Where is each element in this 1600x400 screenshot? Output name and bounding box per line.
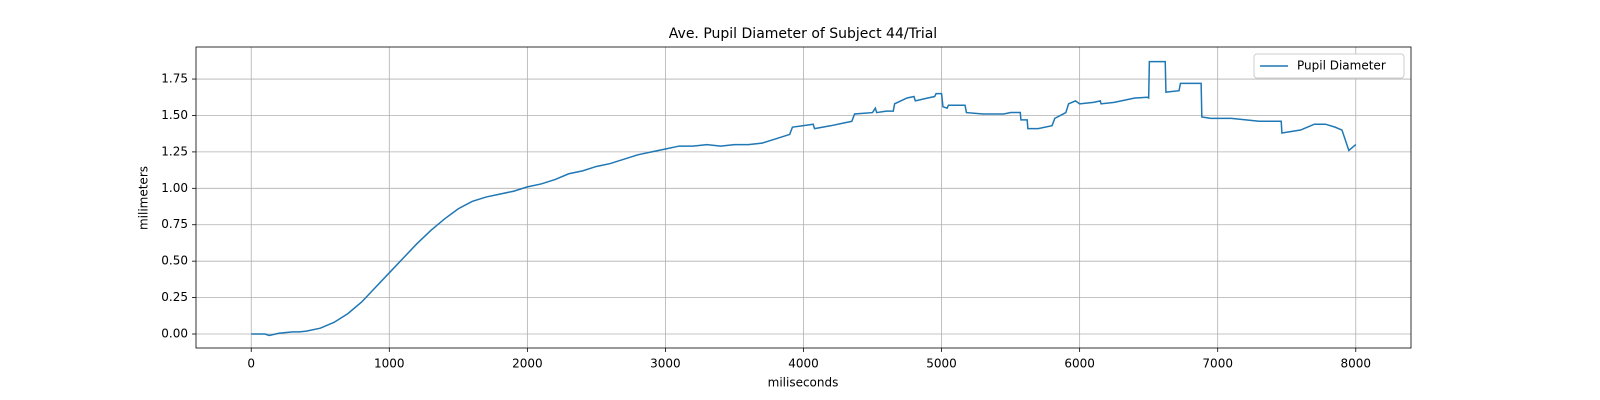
plot-frame bbox=[195, 46, 1412, 349]
y-tick-label: 1.00 bbox=[161, 181, 188, 195]
x-tick-label: 7000 bbox=[1202, 357, 1233, 371]
x-tick-label: 0 bbox=[247, 357, 255, 371]
y-tick-label: 0.50 bbox=[161, 254, 188, 268]
y-tick-label: 0.00 bbox=[161, 327, 188, 341]
x-axis-label: miliseconds bbox=[768, 376, 839, 390]
x-tick-label: 5000 bbox=[926, 357, 957, 371]
legend-box bbox=[1253, 53, 1405, 79]
x-tick-label: 6000 bbox=[1064, 357, 1095, 371]
x-tick-label: 4000 bbox=[788, 357, 819, 371]
y-axis-label: milimeters bbox=[137, 166, 151, 230]
chart-title: Ave. Pupil Diameter of Subject 44/Trial bbox=[669, 26, 937, 42]
y-tick-label: 1.25 bbox=[161, 144, 188, 158]
y-tick-label: 0.75 bbox=[161, 217, 188, 231]
y-tick-label: 0.25 bbox=[161, 290, 188, 304]
x-tick-label: 8000 bbox=[1340, 357, 1371, 371]
x-tick-label: 1000 bbox=[374, 357, 405, 371]
x-tick-label: 2000 bbox=[512, 357, 543, 371]
legend-label: Pupil Diameter bbox=[1297, 59, 1386, 73]
y-tick-label: 1.75 bbox=[161, 72, 188, 86]
data-line bbox=[251, 60, 1357, 337]
x-tick-label: 3000 bbox=[650, 357, 681, 371]
y-tick-label: 1.50 bbox=[161, 108, 188, 122]
